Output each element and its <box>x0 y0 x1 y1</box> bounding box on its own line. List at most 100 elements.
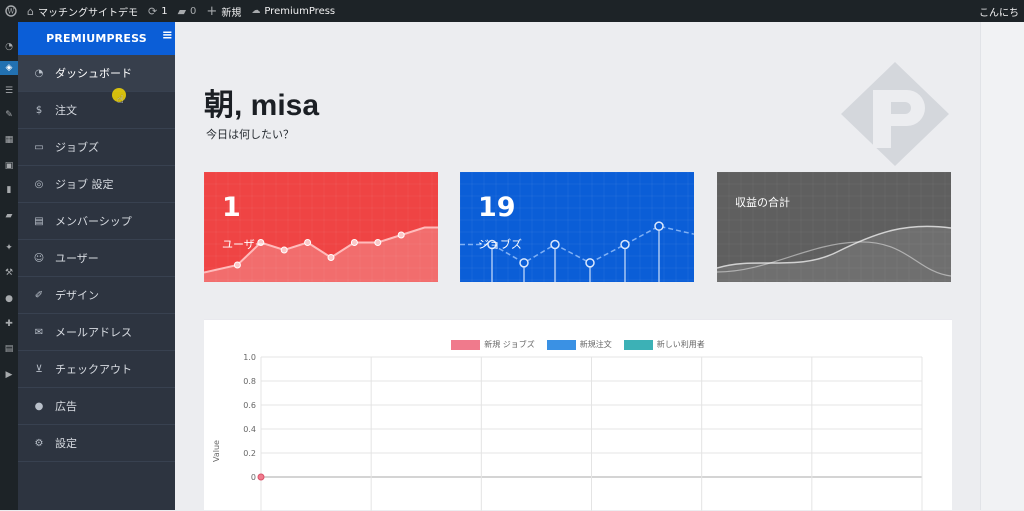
comments-link[interactable]: ▰ 0 <box>173 0 202 22</box>
data-point <box>257 473 265 481</box>
cursor-highlight <box>112 88 126 102</box>
new-content-link[interactable]: + 新規 <box>201 0 246 22</box>
pin-menu-icon[interactable]: ✎ <box>5 110 13 120</box>
sidebar-item-label: ダッシュボード <box>55 67 132 80</box>
grid-menu-icon[interactable]: ▦ <box>4 135 14 145</box>
cloud-icon: ☁ <box>251 6 261 16</box>
sparkline-point <box>350 239 358 246</box>
sparkline-area <box>204 227 438 282</box>
sidebar-item-email[interactable]: ✉ メールアドレス <box>18 314 175 351</box>
new-label: 新規 <box>221 7 242 19</box>
sparkline-point <box>233 261 241 269</box>
appearance-menu-icon[interactable]: ✦ <box>5 243 13 253</box>
sidebar-item-orders[interactable]: $ 注文 <box>18 92 175 129</box>
users-card-label: ユーザー <box>222 238 266 251</box>
sidebar-item-job-settings[interactable]: ◎ ジョブ 設定 <box>18 166 175 203</box>
y-tick-label: 0.2 <box>243 449 256 458</box>
account-greeting[interactable]: こんにち <box>979 7 1019 19</box>
comment-icon: ▰ <box>177 4 187 18</box>
line-chart: 1.0 0.8 0.6 0.4 0.2 0 <box>243 353 923 511</box>
premiumpress-label: PremiumPress <box>264 5 336 17</box>
briefcase-icon: ▭ <box>34 141 44 153</box>
gauge-icon: ◔ <box>34 67 44 79</box>
sparkline-point <box>280 246 288 254</box>
sidebar-item-label: 注文 <box>55 104 77 117</box>
sidebar-item-dashboard[interactable]: ◔ ダッシュボード <box>18 55 175 92</box>
revenue-stat-card[interactable]: 収益の合計 <box>717 172 951 282</box>
y-tick-label: 0.4 <box>243 425 256 434</box>
dashboard-menu-icon[interactable]: ◔ <box>5 42 13 52</box>
wave-line <box>717 225 951 269</box>
sparkline-point <box>304 239 312 246</box>
envelope-icon: ✉ <box>34 326 44 338</box>
sparkline-point <box>550 239 560 250</box>
site-name-link[interactable]: ⌂ マッチングサイトデモ <box>22 0 143 22</box>
sidebar-item-design[interactable]: ✐ デザイン <box>18 277 175 314</box>
brand-header: PREMIUMPRESS ≡ <box>18 22 175 55</box>
brush-icon: ✐ <box>34 289 44 301</box>
sidebar-item-label: メールアドレス <box>55 326 132 339</box>
coins-icon: ◎ <box>34 178 44 190</box>
updates-count: 1 <box>161 5 168 17</box>
y-tick-label: 1.0 <box>243 353 256 362</box>
circle-icon: ● <box>34 400 44 412</box>
tools-menu-icon[interactable]: ✚ <box>5 319 13 329</box>
list-menu-icon[interactable]: ☰ <box>4 86 14 96</box>
sidebar-item-label: ジョブズ <box>55 141 99 154</box>
sidebar-item-label: ジョブ 設定 <box>55 178 114 191</box>
revenue-wave-chart <box>717 172 951 282</box>
jobs-stat-card[interactable]: 19 ジョブズ <box>460 172 694 282</box>
legend-item-new-users[interactable]: 新しい利用者 <box>623 339 705 350</box>
comment-menu-icon[interactable]: ▰ <box>5 211 13 221</box>
sidebar-item-label: チェックアウト <box>55 363 132 376</box>
users-count: 1 <box>222 192 241 223</box>
play-menu-icon[interactable]: ▶ <box>5 370 13 380</box>
refresh-icon: ⟳ <box>147 4 158 18</box>
sidebar-item-label: デザイン <box>55 289 99 302</box>
home-icon: ⌂ <box>27 4 34 18</box>
legend-item-new-jobs[interactable]: 新規 ジョブズ <box>451 339 535 350</box>
sidebar-item-label: ユーザー <box>55 252 99 265</box>
media-menu-icon[interactable]: ▣ <box>4 161 14 171</box>
revenue-card-label: 収益の合計 <box>735 196 790 209</box>
legend-label: 新しい利用者 <box>656 340 705 349</box>
plugins-menu-icon[interactable]: ⚒ <box>4 268 14 278</box>
legend-label: 新規注文 <box>579 340 612 349</box>
sidebar-item-jobs[interactable]: ▭ ジョブズ <box>18 129 175 166</box>
sparkline-point <box>327 254 335 261</box>
legend-item-new-orders[interactable]: 新規注文 <box>546 339 612 350</box>
legend-swatch <box>451 339 481 350</box>
premiumpress-link[interactable]: ☁ PremiumPress <box>246 0 340 22</box>
updates-link[interactable]: ⟳ 1 <box>143 0 173 22</box>
legend-label: 新規 ジョブズ <box>484 340 535 349</box>
svg-text:W: W <box>7 8 15 16</box>
chart-legend: 新規 ジョブズ 新規注文 新しい利用者 <box>204 339 952 350</box>
comments-count: 0 <box>190 5 197 17</box>
jobs-card-label: ジョブズ <box>478 238 522 251</box>
sparkline-point <box>654 221 664 231</box>
y-tick-label: 0.8 <box>243 377 256 386</box>
premiumpress-sidebar: PREMIUMPRESS ≡ ◔ ダッシュボード $ 注文 ▭ ジョブズ ◎ ジ… <box>18 22 175 510</box>
users-stat-card[interactable]: 1 ユーザー <box>204 172 438 282</box>
premiumpress-menu-icon[interactable]: ◈ <box>0 61 18 75</box>
right-panel <box>980 22 1024 510</box>
hamburger-icon[interactable]: ≡ <box>161 28 173 43</box>
page-menu-icon[interactable]: ▮ <box>6 185 12 195</box>
sidebar-item-ads[interactable]: ● 広告 <box>18 388 175 425</box>
users-menu-icon[interactable]: ● <box>5 294 13 304</box>
jobs-count: 19 <box>478 192 516 223</box>
gear-icon: ⚙ <box>34 437 44 449</box>
sparkline-point <box>620 239 630 250</box>
wordpress-logo-icon[interactable]: W <box>0 0 22 22</box>
sidebar-item-settings[interactable]: ⚙ 設定 <box>18 425 175 462</box>
sidebar-item-users[interactable]: ☺ ユーザー <box>18 240 175 277</box>
sidebar-item-label: 広告 <box>55 400 77 413</box>
stats-chart-panel: 新規 ジョブズ 新規注文 新しい利用者 1.0 0.8 0.6 0.4 0.2 0 Val… <box>204 319 952 511</box>
sparkline-point <box>585 258 595 268</box>
cart-icon: ⊻ <box>35 363 43 375</box>
plus-icon: + <box>206 3 218 19</box>
settings-menu-icon[interactable]: ▤ <box>4 344 14 354</box>
sidebar-item-checkout[interactable]: ⊻ チェックアウト <box>18 351 175 388</box>
sparkline-point <box>397 231 405 239</box>
sidebar-item-membership[interactable]: ▤ メンバーシップ <box>18 203 175 240</box>
